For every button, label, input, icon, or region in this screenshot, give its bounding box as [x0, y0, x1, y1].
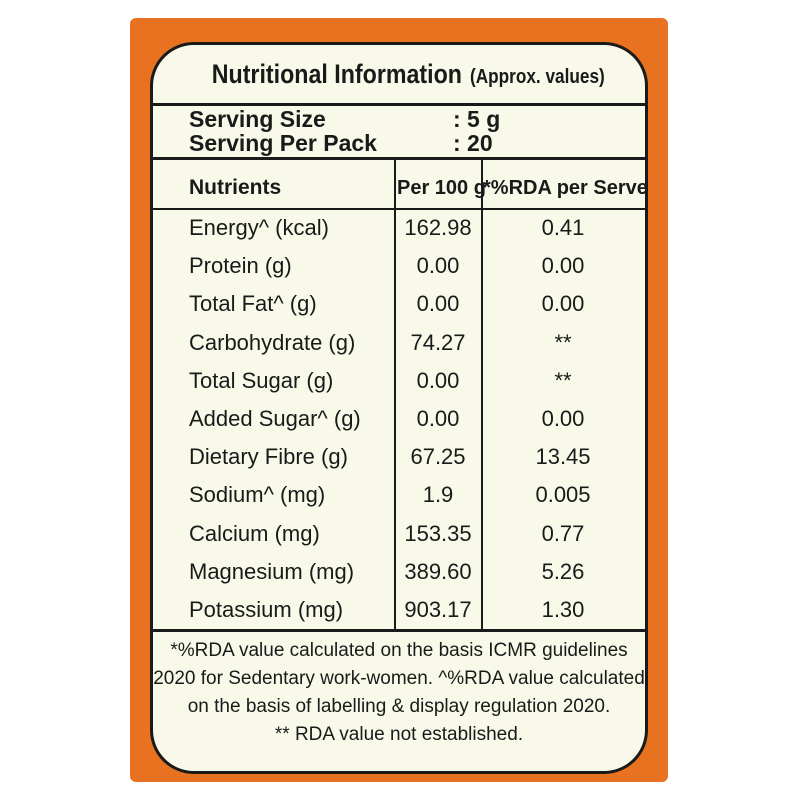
- nutrient-name: Total Sugar (g): [189, 368, 334, 393]
- nutrient-rda: 0.41: [541, 215, 585, 240]
- nutrient-name: Added Sugar^ (g): [189, 406, 361, 431]
- nutrient-rda: 0.00: [541, 253, 585, 278]
- nutrient-per-100g: 74.27: [410, 330, 466, 355]
- divider-serving: [153, 157, 645, 160]
- serving-per-pack-value: : 20: [453, 130, 493, 156]
- label-subtitle: (Approx. values): [470, 66, 605, 88]
- nutrient-per-100g: 903.17: [404, 597, 472, 622]
- header-rda-per-serve: *%RDA per Serve: [483, 177, 648, 199]
- nutrient-rda: 0.00: [541, 291, 585, 316]
- nutrient-per-100g: 153.35: [404, 521, 472, 546]
- title-row: Nutritional Information (Approx. values): [153, 59, 645, 99]
- nutrient-per-100g: 162.98: [404, 215, 472, 240]
- serving-per-pack-label: Serving Per Pack: [189, 130, 377, 156]
- nutrient-rda: 5.26: [541, 559, 585, 584]
- footnote: *%RDA value calculated on the basis ICMR…: [153, 637, 645, 749]
- label-title: Nutritional Information: [211, 59, 463, 89]
- nutrient-rda: 0.005: [535, 482, 591, 507]
- footnote-line: 2020 for Sedentary work-women. ^%RDA val…: [153, 668, 645, 689]
- header-nutrients: Nutrients: [189, 176, 282, 199]
- nutrient-name: Protein (g): [189, 253, 292, 278]
- column-divider-1: [394, 159, 396, 629]
- nutrient-per-100g: 389.60: [404, 559, 472, 584]
- nutrient-name: Magnesium (mg): [189, 559, 355, 584]
- footnote-line: *%RDA value calculated on the basis ICMR…: [170, 640, 628, 661]
- divider-header: [153, 208, 645, 210]
- nutrient-name: Total Fat^ (g): [189, 291, 317, 316]
- nutrient-per-100g: 0.00: [416, 368, 460, 393]
- nutrient-rda: 1.30: [541, 597, 585, 622]
- nutrient-name: Dietary Fibre (g): [189, 444, 348, 469]
- nutrient-rda: 0.00: [541, 406, 585, 431]
- divider-title: [153, 103, 645, 106]
- nutrient-rda: 0.77: [541, 521, 585, 546]
- nutrient-per-100g: 1.9: [422, 482, 454, 507]
- nutrient-rda: **: [554, 368, 572, 393]
- footnote-line: on the basis of labelling & display regu…: [187, 696, 611, 717]
- footnote-line: ** RDA value not established.: [274, 724, 524, 745]
- nutrient-per-100g: 0.00: [416, 291, 460, 316]
- nutrient-name: Calcium (mg): [189, 521, 320, 546]
- serving-size-label: Serving Size: [189, 106, 326, 132]
- nutrient-name: Carbohydrate (g): [189, 330, 356, 355]
- header-per-100g: Per 100 g: [397, 177, 486, 199]
- nutrient-per-100g: 67.25: [410, 444, 466, 469]
- serving-size-value: : 5 g: [453, 106, 501, 132]
- nutrient-rda: **: [554, 330, 572, 355]
- nutrient-rda: 13.45: [535, 444, 591, 469]
- nutrient-name: Energy^ (kcal): [189, 215, 329, 240]
- nutrient-per-100g: 0.00: [416, 253, 460, 278]
- column-divider-2: [481, 159, 483, 629]
- nutrient-name: Sodium^ (mg): [189, 482, 326, 507]
- nutrient-per-100g: 0.00: [416, 406, 460, 431]
- divider-footnote: [153, 629, 645, 632]
- nutrient-name: Potassium (mg): [189, 597, 344, 622]
- nutrition-label-card: Nutritional Information (Approx. values)…: [150, 42, 648, 774]
